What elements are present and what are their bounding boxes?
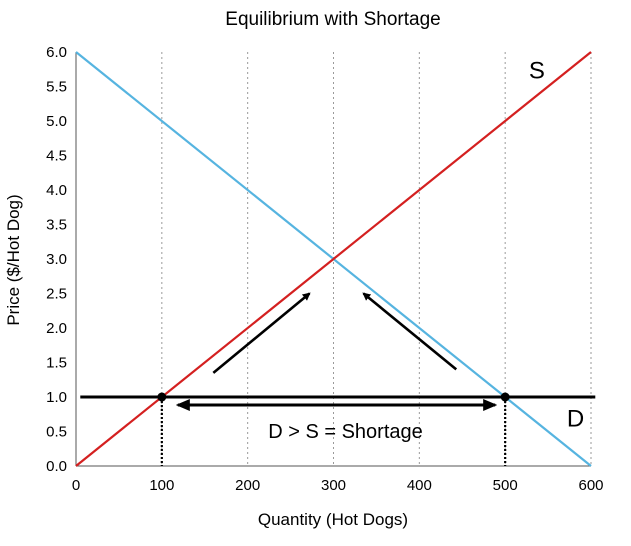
curve-label-S: S bbox=[529, 57, 545, 84]
y-tick-label: 3.0 bbox=[46, 251, 67, 268]
y-tick-label: 2.5 bbox=[46, 286, 67, 303]
x-tick-label: 100 bbox=[149, 477, 174, 494]
y-axis-title: Price ($/Hot Dog) bbox=[4, 194, 23, 325]
y-tick-label: 4.5 bbox=[46, 148, 67, 165]
x-tick-label: 300 bbox=[321, 477, 346, 494]
x-tick-label: 200 bbox=[235, 477, 260, 494]
y-tick-label: 4.0 bbox=[46, 182, 67, 199]
y-tick-label: 5.0 bbox=[46, 113, 67, 130]
point-supply-at-price bbox=[157, 392, 167, 402]
shortage-label: D > S = Shortage bbox=[268, 421, 423, 443]
adjustment-arrow-2 bbox=[362, 292, 458, 371]
chart-title: Equilibrium with Shortage bbox=[225, 9, 440, 30]
x-tick-labels: 0 100 200 300 400 500 600 bbox=[72, 477, 604, 494]
y-tick-label: 1.5 bbox=[46, 355, 67, 372]
chart-marks: D > S = Shortage S D bbox=[157, 57, 584, 443]
y-tick-label: 0.0 bbox=[46, 458, 67, 475]
point-demand-at-price bbox=[500, 392, 510, 402]
y-tick-label: 2.0 bbox=[46, 320, 67, 337]
y-tick-labels: 0.0 0.5 1.0 1.5 2.0 2.5 3.0 3.5 4.0 4.5 5.0 5.5 6.0 bbox=[46, 44, 67, 475]
curve-label-D: D bbox=[567, 406, 584, 433]
adjustment-arrow-1 bbox=[212, 292, 311, 374]
x-tick-label: 600 bbox=[578, 477, 603, 494]
x-tick-label: 400 bbox=[407, 477, 432, 494]
y-tick-label: 5.5 bbox=[46, 79, 67, 96]
y-tick-label: 6.0 bbox=[46, 44, 67, 61]
y-tick-label: 0.5 bbox=[46, 424, 67, 441]
x-tick-label: 500 bbox=[493, 477, 518, 494]
y-tick-label: 1.0 bbox=[46, 389, 67, 406]
x-axis-title: Quantity (Hot Dogs) bbox=[258, 510, 408, 529]
x-tick-label: 0 bbox=[72, 477, 80, 494]
y-tick-label: 3.5 bbox=[46, 217, 67, 234]
